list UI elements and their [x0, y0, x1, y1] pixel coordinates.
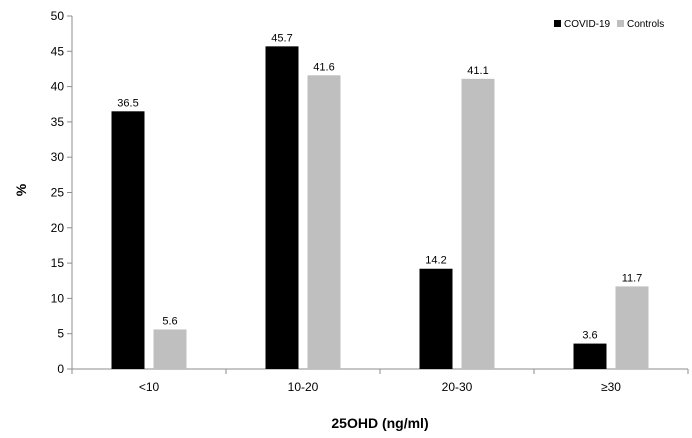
- bar-covid-19: [111, 111, 145, 369]
- y-tick-label: 10: [51, 291, 65, 305]
- bar-covid-19: [573, 343, 607, 369]
- data-label: 36.5: [117, 97, 138, 109]
- x-category-label: ≥30: [601, 380, 621, 394]
- bars: [111, 46, 649, 370]
- x-category-label: 10-20: [288, 380, 319, 394]
- legend-swatch: [554, 20, 561, 27]
- legend-label: COVID-19: [564, 19, 611, 30]
- y-tick-label: 45: [51, 44, 65, 58]
- legend-label: Controls: [627, 19, 664, 30]
- x-category-label: 20-30: [442, 380, 473, 394]
- y-tick-label: 20: [51, 221, 65, 235]
- x-category-label: <10: [139, 380, 160, 394]
- data-label: 3.6: [582, 330, 597, 342]
- legend: COVID-19 Controls: [554, 19, 664, 30]
- data-labels: 36.5 45.7 14.2 3.6 5.6 41.6 41.1 11.7: [117, 32, 642, 341]
- data-label: 11.7: [622, 272, 643, 284]
- bar-controls: [461, 78, 495, 370]
- bar-covid-19: [265, 46, 299, 369]
- bar-controls: [615, 286, 649, 369]
- data-label: 14.2: [425, 255, 446, 267]
- y-tick-label: 5: [57, 327, 64, 341]
- y-axis: 0 5 10 15 20 25 30 35 40 45 50: [51, 9, 73, 376]
- y-tick-label: 0: [57, 362, 64, 376]
- y-tick-label: 15: [51, 256, 65, 270]
- y-tick-label: 25: [51, 186, 65, 200]
- x-axis: <10 10-20 20-30 ≥30: [71, 368, 689, 394]
- x-axis-title: 25OHD (ng/ml): [331, 415, 428, 431]
- y-tick-label: 35: [51, 115, 65, 129]
- y-axis-title: %: [13, 183, 29, 196]
- data-label: 41.6: [313, 61, 334, 73]
- y-tick-label: 30: [51, 150, 65, 164]
- data-label: 5.6: [162, 315, 177, 327]
- bar-controls: [153, 329, 187, 369]
- data-label: 41.1: [467, 65, 488, 77]
- legend-swatch: [617, 20, 624, 27]
- bar-controls: [307, 75, 341, 369]
- bar-covid-19: [419, 268, 453, 369]
- data-label: 45.7: [271, 32, 292, 44]
- y-tick-label: 50: [51, 9, 65, 23]
- y-tick-label: 40: [51, 80, 65, 94]
